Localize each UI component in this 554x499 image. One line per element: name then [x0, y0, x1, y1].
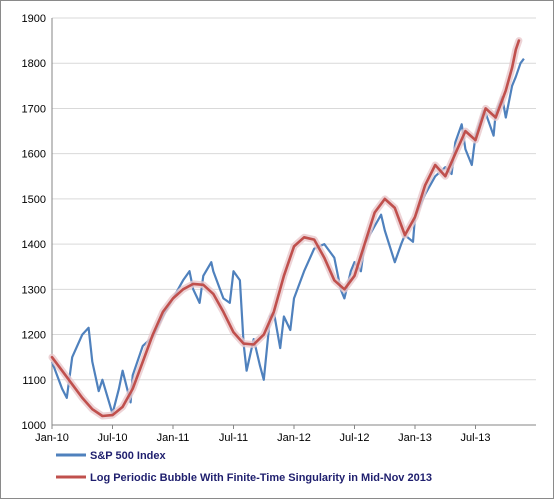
axes [51, 18, 536, 426]
y-tick-label: 1000 [22, 420, 46, 432]
series-line-sp500 [50, 58, 525, 415]
x-tick-label: Jul-13 [461, 432, 491, 444]
y-tick-label: 1700 [22, 103, 46, 115]
x-tick-label: Jul-11 [219, 432, 248, 444]
y-axis-ticks: 1000 1100 1200 1300 1400 1500 1600 1700 1800 1900 [22, 13, 46, 432]
x-tick-label: Jan-10 [35, 432, 69, 444]
x-tick-label: Jan-12 [277, 432, 311, 444]
y-tick-label: 1100 [22, 375, 46, 387]
y-tick-label: 1800 [22, 58, 46, 70]
y-tick-label: 1600 [22, 149, 46, 161]
series-line-bubble [50, 39, 521, 418]
series-glow-bubble [48, 37, 523, 420]
y-tick-label: 1200 [22, 330, 46, 342]
gridlines [52, 17, 536, 426]
series-layer [48, 37, 525, 420]
legend-label-sp500: S&P 500 Index [90, 450, 166, 462]
y-tick-label: 1300 [22, 284, 46, 296]
legend-label-bubble: Log Periodic Bubble With Finite-Time Sin… [90, 472, 432, 484]
x-tick-label: Jul-10 [98, 432, 128, 444]
y-tick-label: 1400 [22, 239, 46, 251]
x-tick-label: Jan-11 [157, 432, 190, 444]
x-tick-label: Jan-13 [398, 432, 432, 444]
x-axis-ticks: Jan-10 Jul-10 Jan-11 Jul-11 Jan-12 Jul-12 Jan-… [35, 425, 490, 444]
y-tick-label: 1500 [22, 194, 46, 206]
legend: S&P 500 Index Log Periodic Bubble With F… [56, 450, 432, 484]
y-tick-label: 1900 [22, 13, 46, 25]
x-tick-label: Jul-12 [340, 432, 370, 444]
